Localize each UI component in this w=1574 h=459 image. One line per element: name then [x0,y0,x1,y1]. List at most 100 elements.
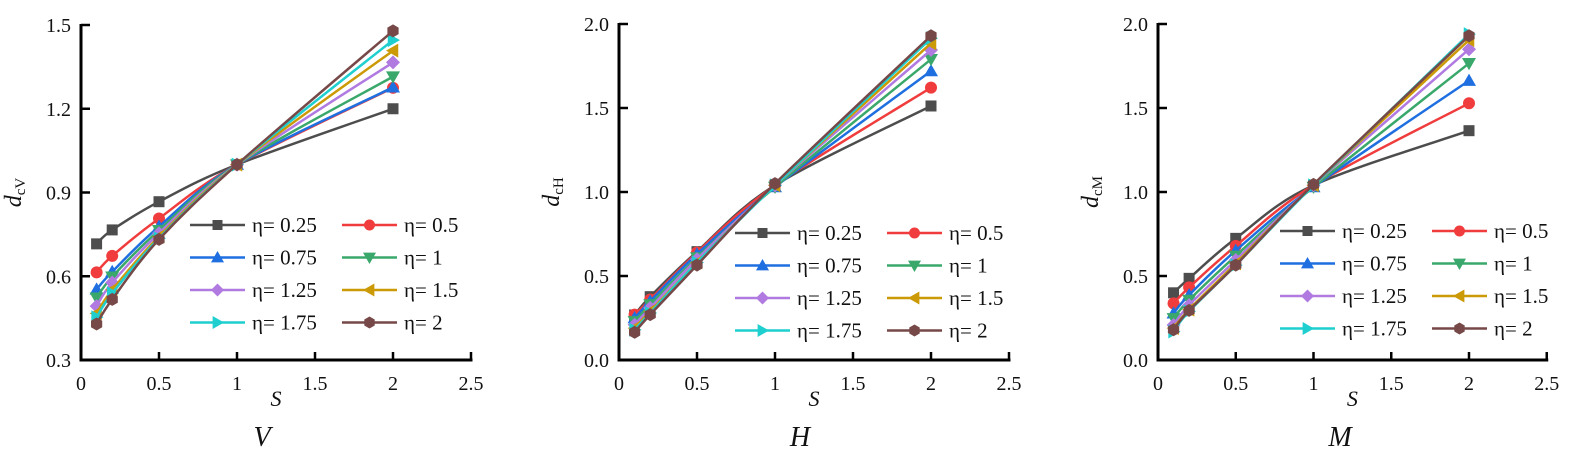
legend-label: η= 1.75 [797,319,862,343]
marker-circle [364,219,375,231]
y-axis-title-main: d [1078,195,1104,208]
y-axis-title-sub: cV [13,178,29,196]
x-tick-label: 2.5 [1534,373,1559,395]
marker-triangle-down [1462,58,1476,71]
y-axis-title-sub: cM [1090,176,1106,196]
legend-item: η= 0.75 [190,246,317,270]
marker-triangle-left [386,43,399,58]
legend-label: η= 2 [1494,317,1533,341]
y-tick-label: 1.5 [584,98,609,120]
marker-triangle-up [756,259,769,271]
legend-item: η= 1.75 [190,311,317,335]
marker-triangle-right [212,316,224,329]
marker-hexagon [691,258,703,272]
x-tick-label: 1.5 [1379,373,1404,395]
legend-item: η= 0.25 [735,221,862,245]
y-tick-label: 0.5 [584,266,609,288]
marker-square [757,228,768,238]
marker-square [1230,232,1242,244]
marker-hexagon [644,308,656,322]
x-tick-label: 2.5 [459,373,484,395]
legend-item: η= 1 [1432,252,1533,276]
y-axis-title-main: d [1,194,27,207]
marker-diamond [211,283,224,297]
marker-diamond [1301,289,1314,303]
marker-hexagon [1183,303,1195,317]
y-tick-label: 1.0 [584,182,609,204]
series-7 [91,24,399,331]
legend-item: η= 0.5 [342,213,458,237]
marker-hexagon [1230,258,1242,272]
legend-label: η= 1.5 [1494,284,1548,308]
series-line [95,107,394,245]
marker-triangle-down [1453,258,1466,270]
legend: η= 0.25 η= 0.5 η= 0.75 η= 1 η= 1.25 η= 1.5 η= … [190,213,458,335]
marker-hexagon [106,292,118,306]
marker-square [925,100,937,112]
y-tick-label: 2.0 [1123,14,1148,36]
series-1 [90,81,399,279]
marker-square [387,103,399,115]
legend-item: η= 2 [1432,317,1533,341]
legend-label: η= 0.5 [404,213,458,237]
marker-triangle-right [1302,322,1314,335]
legend-label: η= 1.25 [252,278,317,302]
legend-label: η= 0.5 [949,221,1003,245]
legend-label: η= 1.5 [949,286,1003,310]
marker-hexagon [1167,323,1180,337]
marker-hexagon [91,317,103,331]
y-tick-label: 2.0 [584,14,609,36]
marker-hexagon [387,24,399,38]
marker-square [1302,226,1313,236]
y-tick-label: 1.0 [1123,182,1148,204]
marker-square [212,220,223,230]
series-line [1172,39,1470,329]
legend-item: η= 0.25 [1280,219,1407,243]
marker-circle [1454,225,1465,237]
x-tick-label: 1 [1309,373,1319,395]
legend-item: η= 1 [887,254,988,278]
legend-item: η= 0.5 [887,221,1003,245]
marker-circle [909,227,920,239]
legend-item: η= 1.25 [190,278,317,302]
marker-triangle-left [363,283,375,297]
y-tick-label: 0.0 [584,350,609,372]
marker-hexagon [1454,322,1465,335]
legend-label: η= 1.25 [1342,284,1407,308]
marker-square [1463,125,1475,137]
x-tick-label: 0 [76,373,86,395]
marker-triangle-right [757,324,769,337]
marker-triangle-up [1462,73,1476,86]
marker-square [1168,287,1180,299]
marker-square [106,224,118,236]
legend-label: η= 1.75 [1342,317,1407,341]
y-axis-title-main: d [539,194,565,207]
legend-label: η= 0.25 [252,213,317,237]
legend-label: η= 2 [949,319,988,343]
legend-item: η= 1.25 [735,286,862,310]
y-tick-label: 1.5 [1123,98,1148,120]
marker-diamond [756,291,769,305]
x-tick-label: 1.5 [841,373,866,395]
x-tick-label: 0 [614,373,624,395]
y-axis-title: dcH [539,177,567,207]
marker-triangle-up [211,251,224,263]
legend-label: η= 0.75 [1342,252,1407,276]
x-tick-label: 1 [232,373,242,395]
legend-item: η= 0.25 [190,213,317,237]
y-tick-label: 0.3 [46,350,71,372]
x-tick-label: 0.5 [1223,373,1248,395]
x-tick-label: 2.5 [997,373,1022,395]
marker-triangle-left [1453,289,1465,303]
y-tick-label: 0.6 [46,266,71,288]
legend-item: η= 2 [887,319,988,343]
legend-item: η= 1.5 [342,278,458,302]
marker-circle [106,249,119,262]
legend: η= 0.25 η= 0.5 η= 0.75 η= 1 η= 1.25 η= 1.5 η= … [735,221,1003,343]
legend-label: η= 2 [404,311,443,335]
legend-label: η= 1 [949,254,988,278]
legend-item: η= 1.5 [887,286,1003,310]
marker-square [1183,272,1195,284]
